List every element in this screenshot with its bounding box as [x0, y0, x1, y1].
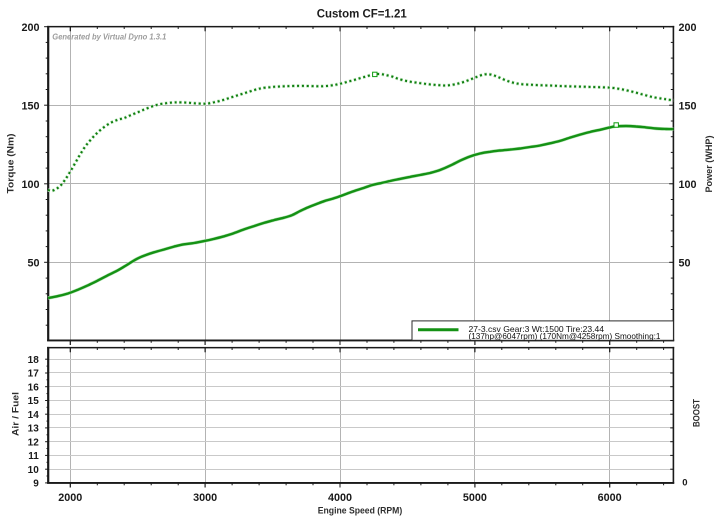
svg-text:11: 11	[28, 451, 39, 462]
svg-text:2000: 2000	[58, 492, 82, 504]
svg-text:Engine Speed (RPM): Engine Speed (RPM)	[318, 505, 403, 516]
svg-text:Generated by Virtual Dyno 1.3.: Generated by Virtual Dyno 1.3.1	[52, 32, 167, 41]
svg-text:Custom CF=1.21: Custom CF=1.21	[317, 8, 408, 20]
svg-text:9: 9	[33, 479, 39, 490]
svg-text:200: 200	[21, 22, 39, 34]
svg-text:14: 14	[28, 410, 40, 421]
svg-text:17: 17	[28, 369, 40, 380]
svg-text:6000: 6000	[598, 492, 622, 504]
svg-text:200: 200	[679, 22, 697, 34]
svg-text:(137hp@6047rpm) (170Nm@4258rpm: (137hp@6047rpm) (170Nm@4258rpm) Smoothin…	[469, 331, 661, 341]
svg-text:18: 18	[28, 355, 40, 366]
svg-text:0: 0	[682, 477, 687, 488]
svg-text:50: 50	[679, 258, 691, 270]
svg-text:4000: 4000	[328, 492, 352, 504]
svg-text:Torque (Nm): Torque (Nm)	[6, 134, 17, 194]
svg-text:3000: 3000	[193, 492, 217, 504]
svg-text:50: 50	[27, 258, 39, 270]
svg-text:27-3.csv Gear:3 Wt:1500 Tire:2: 27-3.csv Gear:3 Wt:1500 Tire:23.44	[469, 324, 605, 334]
svg-text:13: 13	[28, 424, 40, 435]
svg-text:10: 10	[28, 465, 40, 476]
svg-text:100: 100	[679, 179, 697, 191]
svg-text:100: 100	[21, 179, 39, 191]
svg-text:BOOST: BOOST	[691, 399, 701, 427]
svg-text:150: 150	[679, 100, 697, 112]
svg-text:12: 12	[28, 437, 40, 448]
svg-text:5000: 5000	[463, 492, 487, 504]
svg-text:150: 150	[21, 100, 39, 112]
svg-text:16: 16	[28, 382, 40, 393]
svg-text:Power (WHP): Power (WHP)	[704, 136, 715, 193]
svg-text:Air / Fuel: Air / Fuel	[10, 392, 21, 436]
svg-text:15: 15	[28, 396, 40, 407]
